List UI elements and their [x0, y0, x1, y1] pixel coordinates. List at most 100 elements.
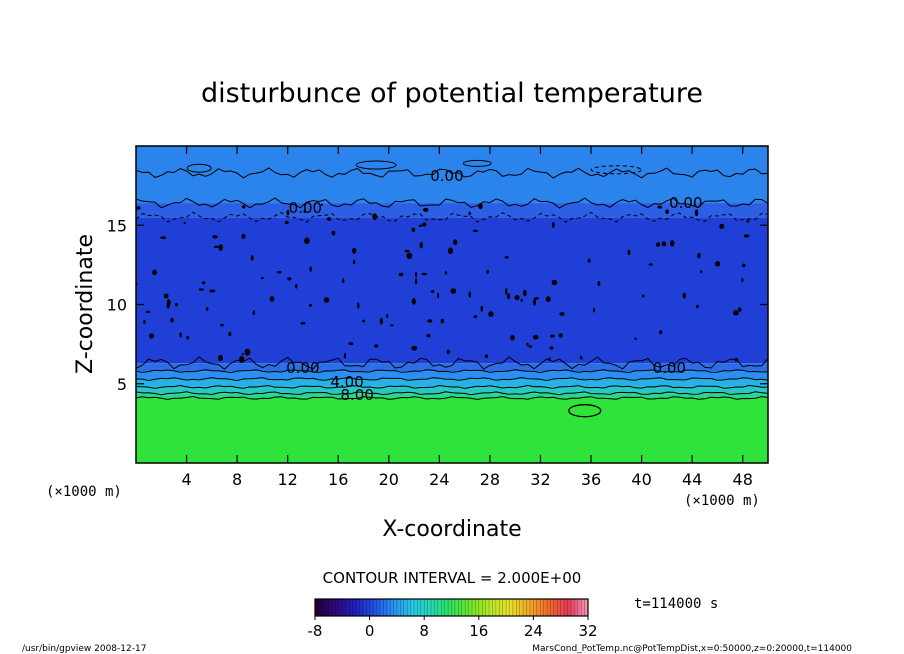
small-contour	[715, 261, 721, 267]
small-contour	[695, 304, 699, 309]
small-contour	[136, 206, 141, 210]
small-contour	[514, 294, 520, 301]
field-layer-1	[136, 393, 768, 399]
x-tick-label: 8	[232, 470, 242, 489]
contour-label: 8.00	[340, 386, 373, 404]
small-contour	[682, 292, 686, 299]
x-tick-label: 24	[429, 470, 449, 489]
small-contour	[550, 334, 555, 338]
small-contour	[741, 278, 744, 283]
small-contour	[422, 222, 427, 227]
small-contour	[559, 312, 565, 316]
small-contour	[528, 345, 533, 348]
field-layer-8	[136, 146, 768, 204]
small-contour	[163, 293, 169, 299]
small-contour	[520, 298, 523, 302]
small-contour	[743, 234, 750, 238]
small-contour	[419, 241, 423, 249]
x-tick-label: 40	[631, 470, 651, 489]
small-contour	[260, 276, 265, 280]
contour-interval: CONTOUR INTERVAL = 2.000E+00	[323, 569, 582, 587]
small-contour	[587, 258, 591, 263]
small-contour	[218, 244, 223, 251]
small-contour	[427, 319, 433, 323]
small-contour	[659, 330, 663, 335]
small-contour	[374, 344, 379, 348]
colorbar-frame	[314, 598, 589, 617]
small-contour	[414, 278, 418, 285]
small-contour	[506, 293, 511, 300]
contour-line-4	[136, 369, 768, 374]
small-contour	[742, 263, 746, 268]
small-contour	[348, 342, 354, 346]
small-contour	[406, 252, 413, 260]
small-contour	[209, 289, 216, 293]
small-contour	[450, 288, 457, 294]
small-contour	[737, 307, 742, 312]
colorbar-tick-label: 24	[524, 622, 543, 640]
small-contour	[183, 221, 186, 225]
small-contour	[201, 281, 206, 285]
contour-line-2	[136, 384, 768, 389]
closed-contour	[568, 404, 602, 418]
x-tick-label: 4	[181, 470, 191, 489]
colorbar-gradient	[315, 599, 588, 616]
small-contour	[362, 319, 366, 323]
field-layer-0	[136, 398, 768, 463]
small-contour	[218, 354, 224, 362]
small-contour	[241, 205, 246, 209]
small-contour	[593, 308, 596, 313]
field-layer-7	[136, 203, 768, 218]
small-contour	[719, 223, 725, 229]
upper-contour	[186, 163, 212, 173]
small-contour	[444, 271, 448, 275]
contour-line-1	[136, 391, 768, 396]
small-contour	[642, 294, 645, 298]
small-contour	[415, 271, 418, 278]
small-contour	[468, 211, 471, 216]
small-contour	[286, 209, 290, 216]
small-contour	[532, 299, 537, 306]
x-tick-label: 12	[278, 470, 298, 489]
small-contour	[532, 334, 539, 340]
field-layer-4	[136, 371, 768, 379]
small-contour	[558, 333, 563, 338]
small-contour	[468, 291, 472, 298]
small-contour	[426, 333, 431, 338]
contour-label: 0.00	[653, 359, 686, 377]
chart-title: disturbunce of potential temperature	[201, 78, 703, 109]
colorbar-tick-label: 8	[419, 622, 429, 640]
small-contour	[746, 219, 750, 223]
upper-contour	[590, 165, 642, 175]
small-contour	[228, 331, 232, 337]
small-contour	[411, 227, 416, 232]
x-tick-label: 20	[379, 470, 399, 489]
small-contour	[343, 352, 347, 359]
y-axis-label: Z-coordinate	[73, 234, 98, 374]
contour-label: 0.00	[289, 199, 322, 217]
time-label: t=114000 s	[634, 596, 718, 612]
small-contour	[522, 289, 527, 297]
contour-label: 4.00	[330, 373, 363, 391]
small-contour	[484, 354, 489, 359]
small-contour	[472, 229, 479, 233]
small-contour	[287, 277, 292, 281]
small-contour	[670, 240, 675, 247]
x-tick-label: 48	[733, 470, 753, 489]
small-contour	[627, 249, 631, 256]
contour-label: 0.00	[286, 359, 319, 377]
small-contour	[352, 247, 357, 254]
colorbar-tick-label: 0	[365, 622, 375, 640]
small-contour	[308, 303, 313, 307]
small-contour	[186, 335, 189, 340]
small-contour	[250, 254, 254, 261]
small-contour	[321, 203, 324, 206]
small-contour	[404, 249, 410, 253]
small-contour	[169, 317, 174, 323]
small-contour	[331, 230, 336, 236]
colorbar	[314, 598, 589, 617]
small-contour	[694, 209, 699, 217]
small-contour	[446, 349, 450, 355]
small-contour	[549, 346, 554, 350]
contour-line-8	[136, 167, 768, 179]
